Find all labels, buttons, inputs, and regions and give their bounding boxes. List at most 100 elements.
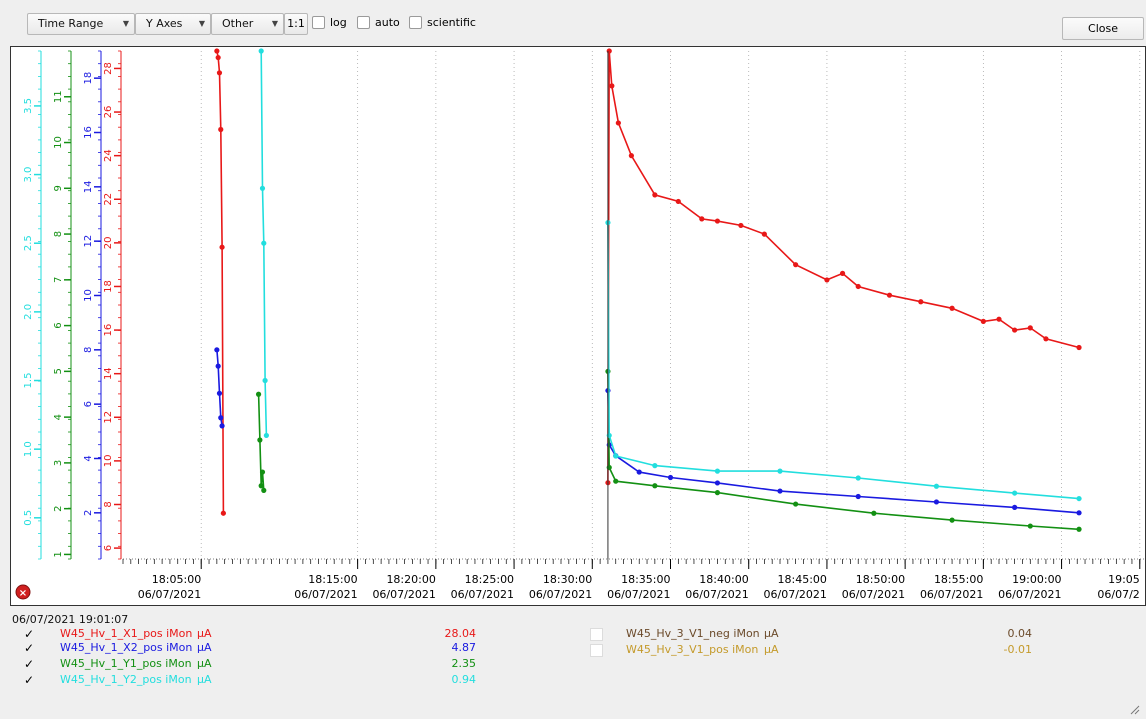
resize-grip-icon[interactable]	[1130, 705, 1140, 715]
series-point	[261, 240, 267, 246]
y-tick-label: 6	[83, 401, 94, 407]
series-name: W45_Hv_1_Y1_pos iMon	[60, 657, 192, 670]
legend-row-x1[interactable]: ✓ W45_Hv_1_X1_pos iMon µA 28.04	[0, 627, 600, 641]
check-icon[interactable]: ✓	[24, 657, 35, 671]
legend-panel: 06/07/2021 19:01:07 ✓ W45_Hv_1_X1_pos iM…	[0, 606, 1146, 719]
log-checkbox[interactable]	[312, 16, 325, 29]
series-point	[824, 277, 830, 283]
auto-label: auto	[375, 16, 400, 29]
y-tick-label: 10	[83, 289, 94, 302]
legend-row-v1-neg[interactable]: W45_Hv_3_V1_neg iMon µA 0.04	[580, 627, 1080, 641]
y-axes-label: Y Axes	[146, 17, 183, 30]
series-point	[214, 347, 220, 353]
legend-row-y1[interactable]: ✓ W45_Hv_1_Y1_pos iMon µA 2.35	[0, 657, 600, 671]
series-checkbox[interactable]	[590, 628, 603, 641]
y-tick-label: 16	[83, 126, 94, 139]
aspect-one-to-one-button[interactable]: 1:1	[284, 13, 308, 35]
cursor-timestamp: 06/07/2021 19:01:07	[12, 613, 129, 626]
series-point	[839, 270, 846, 276]
series-point	[1012, 327, 1018, 333]
series-line	[607, 371, 1080, 531]
y-tick-label: 9	[53, 185, 64, 191]
series-point	[761, 231, 767, 237]
x-tick-time-label: 19:00:00	[1012, 573, 1061, 586]
x-tick-time-label: 18:40:00	[699, 573, 748, 586]
chevron-down-icon: ▼	[198, 19, 205, 28]
auto-checkbox[interactable]	[357, 16, 370, 29]
series-name: W45_Hv_1_X2_pos iMon	[60, 641, 193, 654]
series-point	[714, 218, 721, 224]
series-point	[1012, 504, 1018, 510]
y-tick-label: 1	[53, 551, 64, 557]
x-tick-time-label: 19:05	[1108, 573, 1140, 586]
y-tick-label: 16	[103, 324, 114, 337]
y-tick-label: 14	[103, 367, 114, 380]
series-unit: µA	[197, 673, 212, 686]
check-icon[interactable]: ✓	[24, 627, 35, 641]
legend-row-v1-pos[interactable]: W45_Hv_3_V1_pos iMon µA -0.01	[580, 643, 1080, 657]
scientific-checkbox[interactable]	[409, 16, 422, 29]
log-label: log	[330, 16, 347, 29]
time-range-dropdown[interactable]: Time Range ▼	[27, 13, 135, 35]
series-point	[886, 292, 893, 298]
close-button[interactable]: Close	[1062, 17, 1144, 40]
trend-chart[interactable]: 18:05:00 06/07/2021 18:15:00 06/07/2021 18:2…	[11, 47, 1145, 605]
series-point	[613, 478, 619, 484]
series-point	[675, 198, 681, 205]
legend-row-x2[interactable]: ✓ W45_Hv_1_X2_pos iMon µA 4.87	[0, 641, 600, 655]
check-icon[interactable]: ✓	[24, 641, 35, 655]
series-line	[607, 390, 1080, 514]
time-range-label: Time Range	[38, 17, 104, 30]
series-point	[215, 54, 221, 61]
series-value: 28.04	[444, 627, 477, 640]
series-value: -0.01	[1003, 643, 1032, 656]
other-dropdown[interactable]: Other ▼	[211, 13, 284, 35]
series-point	[606, 48, 612, 54]
series-point	[218, 126, 224, 133]
series-point	[255, 391, 262, 397]
x-tick-date-label: 06/07/2021	[372, 588, 435, 601]
series-point	[793, 262, 799, 268]
y-tick-label: 4	[83, 455, 94, 461]
y-tick-label: 8	[53, 231, 64, 237]
series-point	[1043, 336, 1049, 342]
series-point	[216, 70, 223, 76]
series-name: W45_Hv_1_Y2_pos iMon	[60, 673, 192, 686]
series-point	[259, 185, 266, 191]
series-unit: µA	[197, 657, 212, 670]
y-tick-label: 7	[53, 277, 64, 283]
series-point	[613, 453, 619, 459]
series-unit: µA	[197, 627, 212, 640]
series-name: W45_Hv_3_V1_pos iMon	[626, 643, 759, 656]
series-value: 0.94	[451, 673, 477, 686]
series-point	[980, 318, 986, 324]
series-point	[996, 316, 1002, 322]
series-unit: µA	[764, 643, 779, 656]
y-tick-label: 24	[103, 149, 114, 162]
x-tick-date-label: 06/07/2021	[998, 588, 1061, 601]
check-icon[interactable]: ✓	[24, 673, 35, 687]
y-tick-label: 14	[83, 180, 94, 193]
series-line	[607, 222, 1080, 500]
y-tick-label: 28	[103, 62, 114, 75]
series-point	[855, 493, 861, 500]
y-tick-label: 2	[53, 505, 64, 511]
series-point	[1076, 344, 1082, 351]
series-checkbox[interactable]	[590, 644, 603, 657]
series-point	[628, 153, 634, 159]
series-point	[615, 120, 621, 126]
y-tick-label: 6	[53, 322, 64, 328]
series-point	[652, 192, 658, 198]
series-point	[262, 377, 268, 384]
x-tick-date-label: 06/07/2021	[764, 588, 827, 601]
x-tick-time-label: 18:30:00	[543, 573, 592, 586]
y-tick-label: 6	[103, 545, 114, 551]
remove-cursor-icon	[15, 584, 31, 600]
series-point	[667, 474, 674, 481]
x-tick-date-label: 06/07/2021	[842, 588, 905, 601]
series-point	[220, 510, 226, 516]
y-axes-dropdown[interactable]: Y Axes ▼	[135, 13, 211, 35]
y-tick-label: 2.0	[23, 304, 34, 320]
legend-row-y2[interactable]: ✓ W45_Hv_1_Y2_pos iMon µA 0.94	[0, 673, 600, 687]
plot-area[interactable]: 18:05:00 06/07/2021 18:15:00 06/07/2021 18:2…	[10, 46, 1146, 606]
